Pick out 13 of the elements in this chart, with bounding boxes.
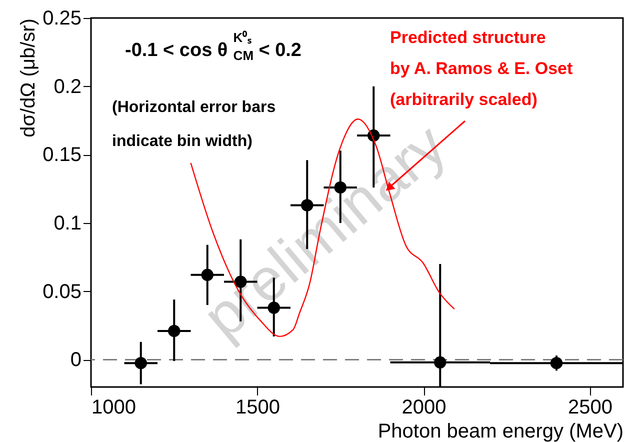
x-tick-label: 1500 <box>236 396 280 418</box>
y-axis-title: dσ/dΩ (μb/sr) <box>18 18 40 138</box>
y-tick-label: 0.1 <box>54 212 82 234</box>
series-label: Predicted structure by A. Ramos & E. Oset (arbitrarily scaled) <box>390 28 573 109</box>
x-tick-label: 1000 <box>92 396 136 418</box>
y-tick-label: 0.05 <box>42 280 82 303</box>
y-tick-label: 0.25 <box>42 8 82 30</box>
y-tick-label: 0 <box>70 349 82 372</box>
x-tick-label: 2500 <box>568 396 612 418</box>
y-tick-label: 0.15 <box>42 144 82 166</box>
y-tick-label: 0.2 <box>54 76 82 98</box>
x-tick-label: 2000 <box>402 396 446 418</box>
x-axis-title: Photon beam energy (MeV) <box>378 420 624 442</box>
